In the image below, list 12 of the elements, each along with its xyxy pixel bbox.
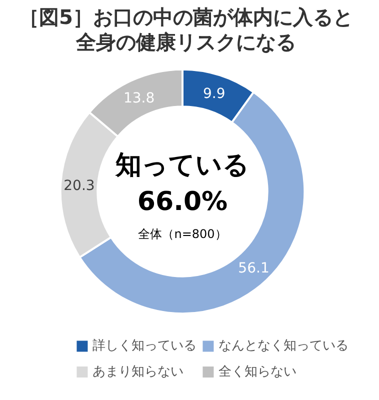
text: 全体（n=800） <box>138 227 227 242</box>
legend-label: 詳しく知っている <box>92 338 196 354</box>
chart-title: ［図5］お口の中の菌が体内に入ると全身の健康リスクになる <box>18 5 354 55</box>
data-label: 56.1 <box>238 260 270 276</box>
legend-label: あまり知らない <box>92 364 184 380</box>
text: 知っている <box>114 150 250 181</box>
data-label: 20.3 <box>64 178 95 194</box>
legend-label: なんとなく知っている <box>218 338 348 354</box>
data-label: 9.9 <box>203 86 226 102</box>
legend-label: 全く知らない <box>218 364 296 380</box>
text: 66.0% <box>137 186 228 217</box>
data-label: 13.8 <box>123 90 155 107</box>
